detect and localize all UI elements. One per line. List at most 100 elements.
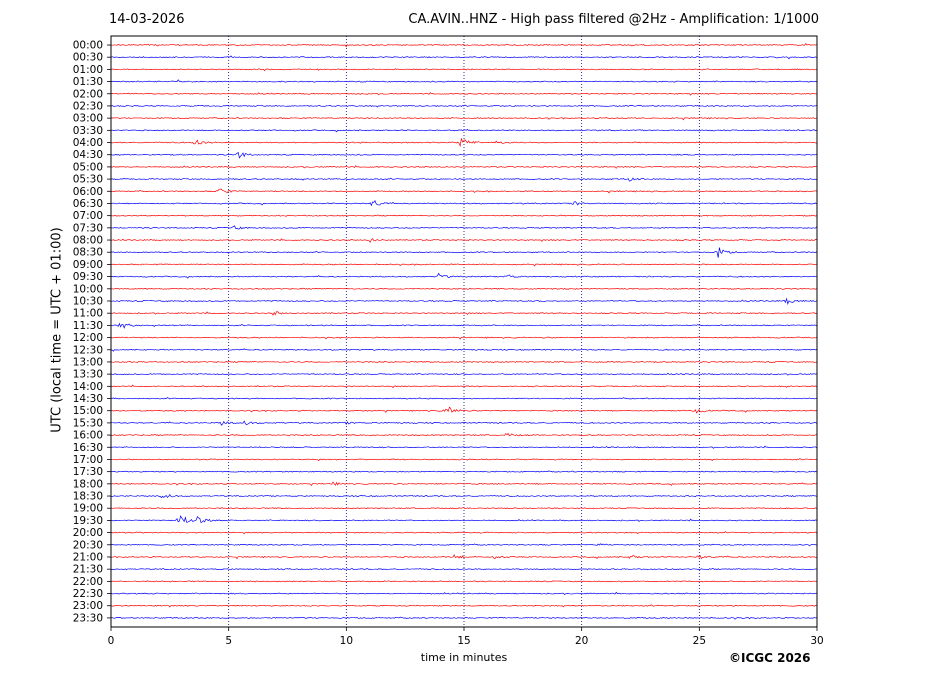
x-axis-label: time in minutes bbox=[420, 651, 508, 664]
axis-layer: 00:0000:3001:0001:3002:0002:3003:0003:30… bbox=[73, 35, 824, 647]
trace-line bbox=[110, 507, 817, 510]
y-tick-label: 22:30 bbox=[73, 588, 103, 600]
trace-line bbox=[110, 138, 817, 147]
trace-line bbox=[110, 55, 817, 60]
trace-line bbox=[110, 616, 817, 620]
y-tick-label: 19:00 bbox=[73, 503, 103, 515]
y-tick-label: 10:00 bbox=[73, 283, 103, 295]
trace-line bbox=[110, 297, 817, 306]
y-tick-label: 03:30 bbox=[73, 125, 103, 137]
trace-line bbox=[110, 188, 817, 194]
trace-line bbox=[110, 397, 817, 400]
y-tick-label: 15:30 bbox=[73, 417, 103, 429]
x-tick-label: 5 bbox=[225, 635, 232, 647]
y-tick-label: 01:00 bbox=[73, 64, 103, 76]
trace-line bbox=[110, 199, 817, 207]
x-tick-label: 15 bbox=[457, 635, 470, 647]
trace-line bbox=[110, 104, 817, 108]
y-tick-label: 22:00 bbox=[73, 576, 103, 588]
trace-line bbox=[110, 42, 817, 48]
trace-line bbox=[110, 470, 817, 473]
y-tick-label: 21:30 bbox=[73, 564, 103, 576]
x-tick-label: 25 bbox=[693, 635, 706, 647]
trace-line bbox=[110, 531, 817, 535]
trace-line bbox=[110, 225, 817, 230]
trace-line bbox=[110, 360, 817, 364]
trace-line bbox=[110, 445, 817, 449]
y-tick-label: 05:00 bbox=[73, 161, 103, 173]
trace-line bbox=[110, 591, 817, 596]
y-tick-label: 11:00 bbox=[73, 308, 103, 320]
x-tick-label: 20 bbox=[575, 635, 588, 647]
trace-line bbox=[110, 336, 817, 340]
y-tick-label: 04:00 bbox=[73, 137, 103, 149]
y-tick-label: 02:30 bbox=[73, 100, 103, 112]
trace-line bbox=[110, 348, 817, 352]
y-tick-label: 20:00 bbox=[73, 527, 103, 539]
trace-line bbox=[110, 151, 817, 159]
y-tick-label: 23:30 bbox=[73, 612, 103, 624]
y-tick-label: 20:30 bbox=[73, 539, 103, 551]
trace-line bbox=[110, 432, 817, 437]
trace-layer bbox=[110, 42, 817, 620]
trace-line bbox=[110, 79, 817, 83]
trace-line bbox=[110, 128, 817, 133]
y-tick-label: 07:00 bbox=[73, 210, 103, 222]
y-tick-label: 06:30 bbox=[73, 198, 103, 210]
y-tick-label: 09:00 bbox=[73, 259, 103, 271]
y-tick-label: 14:00 bbox=[73, 381, 103, 393]
trace-line bbox=[110, 420, 817, 426]
y-tick-label: 15:00 bbox=[73, 405, 103, 417]
y-tick-label: 18:30 bbox=[73, 491, 103, 503]
y-tick-label: 01:30 bbox=[73, 76, 103, 88]
trace-line bbox=[110, 481, 817, 487]
y-tick-label: 06:00 bbox=[73, 186, 103, 198]
y-tick-label: 23:00 bbox=[73, 600, 103, 612]
trace-line bbox=[110, 458, 817, 462]
trace-line bbox=[110, 238, 817, 243]
trace-line bbox=[110, 165, 817, 169]
trace-line bbox=[110, 311, 817, 316]
y-tick-label: 19:30 bbox=[73, 515, 103, 527]
trace-line bbox=[110, 493, 817, 499]
trace-line bbox=[110, 91, 817, 96]
trace-line bbox=[110, 214, 817, 217]
y-tick-label: 17:00 bbox=[73, 454, 103, 466]
trace-line bbox=[110, 372, 817, 376]
x-tick-label: 10 bbox=[340, 635, 353, 647]
trace-line bbox=[110, 543, 817, 547]
trace-line bbox=[110, 515, 817, 524]
y-tick-label: 10:30 bbox=[73, 295, 103, 307]
trace-line bbox=[110, 272, 817, 279]
y-tick-label: 14:30 bbox=[73, 393, 103, 405]
x-tick-label: 0 bbox=[108, 635, 115, 647]
y-tick-label: 08:00 bbox=[73, 235, 103, 247]
y-tick-label: 13:00 bbox=[73, 356, 103, 368]
y-tick-label: 16:00 bbox=[73, 430, 103, 442]
y-tick-label: 00:00 bbox=[73, 40, 103, 52]
trace-line bbox=[110, 263, 817, 267]
trace-line bbox=[110, 116, 817, 121]
trace-line bbox=[110, 604, 817, 608]
trace-line bbox=[110, 568, 817, 571]
y-tick-label: 03:00 bbox=[73, 113, 103, 125]
y-tick-label: 05:30 bbox=[73, 174, 103, 186]
y-tick-label: 08:30 bbox=[73, 247, 103, 259]
y-tick-label: 18:00 bbox=[73, 478, 103, 490]
y-tick-label: 00:30 bbox=[73, 52, 103, 64]
y-tick-label: 11:30 bbox=[73, 320, 103, 332]
trace-line bbox=[110, 177, 817, 182]
grid-layer bbox=[228, 36, 700, 627]
y-tick-label: 16:30 bbox=[73, 442, 103, 454]
y-tick-label: 17:30 bbox=[73, 466, 103, 478]
y-tick-label: 13:30 bbox=[73, 369, 103, 381]
header-date: 14-03-2026 bbox=[109, 12, 185, 27]
trace-line bbox=[110, 406, 817, 414]
trace-line bbox=[110, 554, 817, 560]
trace-line bbox=[110, 68, 817, 72]
plot-frame bbox=[110, 35, 818, 628]
y-tick-label: 07:30 bbox=[73, 222, 103, 234]
trace-line bbox=[110, 580, 817, 583]
copyright-text: ©ICGC 2026 bbox=[729, 651, 811, 665]
